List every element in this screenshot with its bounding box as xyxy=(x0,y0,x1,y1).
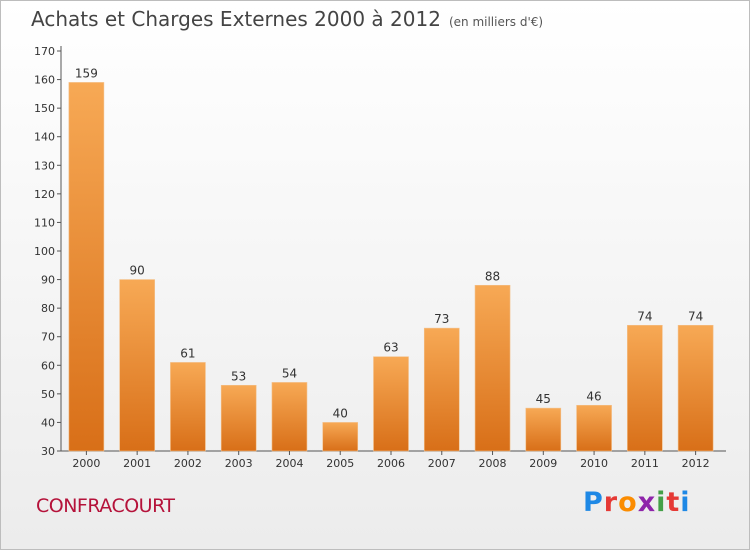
bar-2004 xyxy=(271,382,308,452)
y-tick-label: 80 xyxy=(41,302,55,315)
y-tick-label: 60 xyxy=(41,359,55,372)
logo-letter: i xyxy=(680,487,691,518)
bar-2008 xyxy=(474,284,511,452)
bar-2010 xyxy=(576,404,612,452)
y-tick-label: 140 xyxy=(34,131,55,144)
data-label: 63 xyxy=(383,341,398,355)
bar-2007 xyxy=(423,327,460,452)
bar-2000 xyxy=(68,82,105,452)
x-tick-label: 2008 xyxy=(479,457,507,470)
logo-letter: o xyxy=(618,487,638,518)
x-tick-label: 2004 xyxy=(275,457,303,470)
x-tick-label: 2002 xyxy=(174,457,202,470)
y-tick-label: 160 xyxy=(34,74,55,87)
y-tick-label: 100 xyxy=(34,245,55,258)
x-tick-label: 2011 xyxy=(631,457,659,470)
data-label: 88 xyxy=(485,269,500,283)
bar-2012 xyxy=(677,324,714,452)
y-tick-label: 70 xyxy=(41,331,55,344)
bar-2005 xyxy=(322,422,359,452)
data-label: 54 xyxy=(282,366,297,380)
data-label: 74 xyxy=(688,309,703,323)
data-label: 61 xyxy=(180,346,195,360)
chart-title: Achats et Charges Externes 2000 à 2012 (e… xyxy=(31,7,543,31)
bar-2002 xyxy=(170,362,206,452)
logo-letter: P xyxy=(583,487,604,518)
x-tick-label: 2006 xyxy=(377,457,405,470)
chart-title-text: Achats et Charges Externes 2000 à 2012 xyxy=(31,7,441,31)
data-label: 74 xyxy=(637,309,652,323)
bar-2011 xyxy=(627,324,663,452)
x-tick-label: 2009 xyxy=(529,457,557,470)
y-tick-label: 50 xyxy=(41,388,55,401)
logo-letter: t xyxy=(666,487,681,518)
data-label: 46 xyxy=(586,389,601,403)
bar-2009 xyxy=(525,407,562,452)
y-tick-label: 170 xyxy=(34,45,55,58)
logo-letter: i xyxy=(656,487,667,518)
y-tick-label: 150 xyxy=(34,102,55,115)
y-tick-label: 130 xyxy=(34,159,55,172)
data-label: 45 xyxy=(536,392,551,406)
logo-letter: r xyxy=(603,487,619,518)
x-tick-label: 2010 xyxy=(580,457,608,470)
data-label: 40 xyxy=(333,406,348,420)
y-tick-label: 40 xyxy=(41,416,55,429)
y-tick-label: 120 xyxy=(34,188,55,201)
x-tick-label: 2007 xyxy=(428,457,456,470)
y-tick-label: 110 xyxy=(34,216,55,229)
chart-unit: (en milliers d'€) xyxy=(448,15,544,29)
data-label: 90 xyxy=(130,264,145,278)
logo-letter: x xyxy=(637,487,657,518)
data-label: 73 xyxy=(434,312,449,326)
x-tick-label: 2005 xyxy=(326,457,354,470)
x-tick-label: 2001 xyxy=(123,457,151,470)
commune-name: CONFRACOURT xyxy=(36,495,175,517)
y-tick-label: 90 xyxy=(41,274,55,287)
proxiti-logo: Proxiti xyxy=(583,487,691,518)
data-label: 53 xyxy=(231,369,246,383)
x-tick-label: 2012 xyxy=(682,457,710,470)
x-tick-label: 2003 xyxy=(225,457,253,470)
bar-2001 xyxy=(119,279,155,452)
y-tick-label: 30 xyxy=(41,445,55,458)
x-tick-label: 2000 xyxy=(72,457,100,470)
data-label: 159 xyxy=(75,66,98,80)
bar-2003 xyxy=(220,384,257,452)
bar-2006 xyxy=(373,356,409,452)
